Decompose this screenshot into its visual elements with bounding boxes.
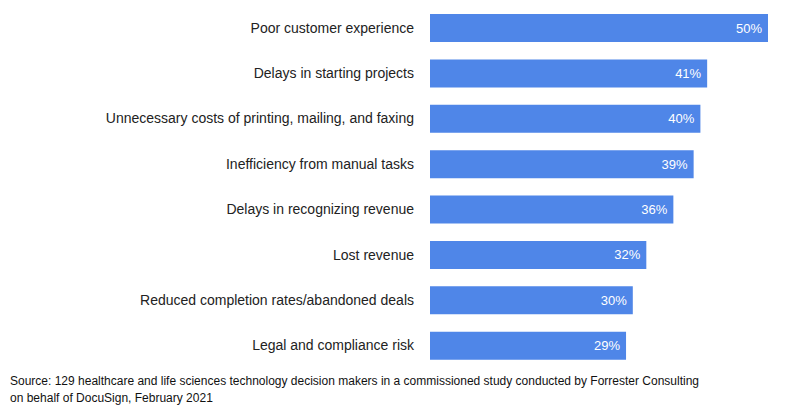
svg-text:Legal and compliance risk: Legal and compliance risk [252, 337, 415, 353]
svg-text:Inefficiency from manual tasks: Inefficiency from manual tasks [226, 156, 414, 172]
svg-text:40%: 40% [668, 111, 694, 126]
svg-text:50%: 50% [736, 21, 762, 36]
svg-text:29%: 29% [594, 338, 620, 353]
svg-text:Lost revenue: Lost revenue [333, 247, 414, 263]
svg-text:39%: 39% [662, 157, 688, 172]
svg-text:Poor customer experience: Poor customer experience [251, 20, 415, 36]
html-text:Source: 129 healthcare and lif: Source: 129 healthcare and life sciences… [10, 374, 699, 388]
svg-text:32%: 32% [614, 247, 640, 262]
svg-text:30%: 30% [601, 293, 627, 308]
svg-text:Reduced completion rates/aband: Reduced completion rates/abandoned deals [140, 292, 414, 308]
svg-text:Delays in recognizing revenue: Delays in recognizing revenue [226, 201, 414, 217]
svg-text:Delays in starting projects: Delays in starting projects [254, 65, 414, 81]
svg-text:41%: 41% [675, 66, 701, 81]
svg-text:36%: 36% [641, 202, 667, 217]
svg-text:Unnecessary costs of printing,: Unnecessary costs of printing, mailing, … [106, 110, 414, 126]
html-text:on behalf of DocuSign, Februar: on behalf of DocuSign, February 2021 [10, 391, 213, 405]
